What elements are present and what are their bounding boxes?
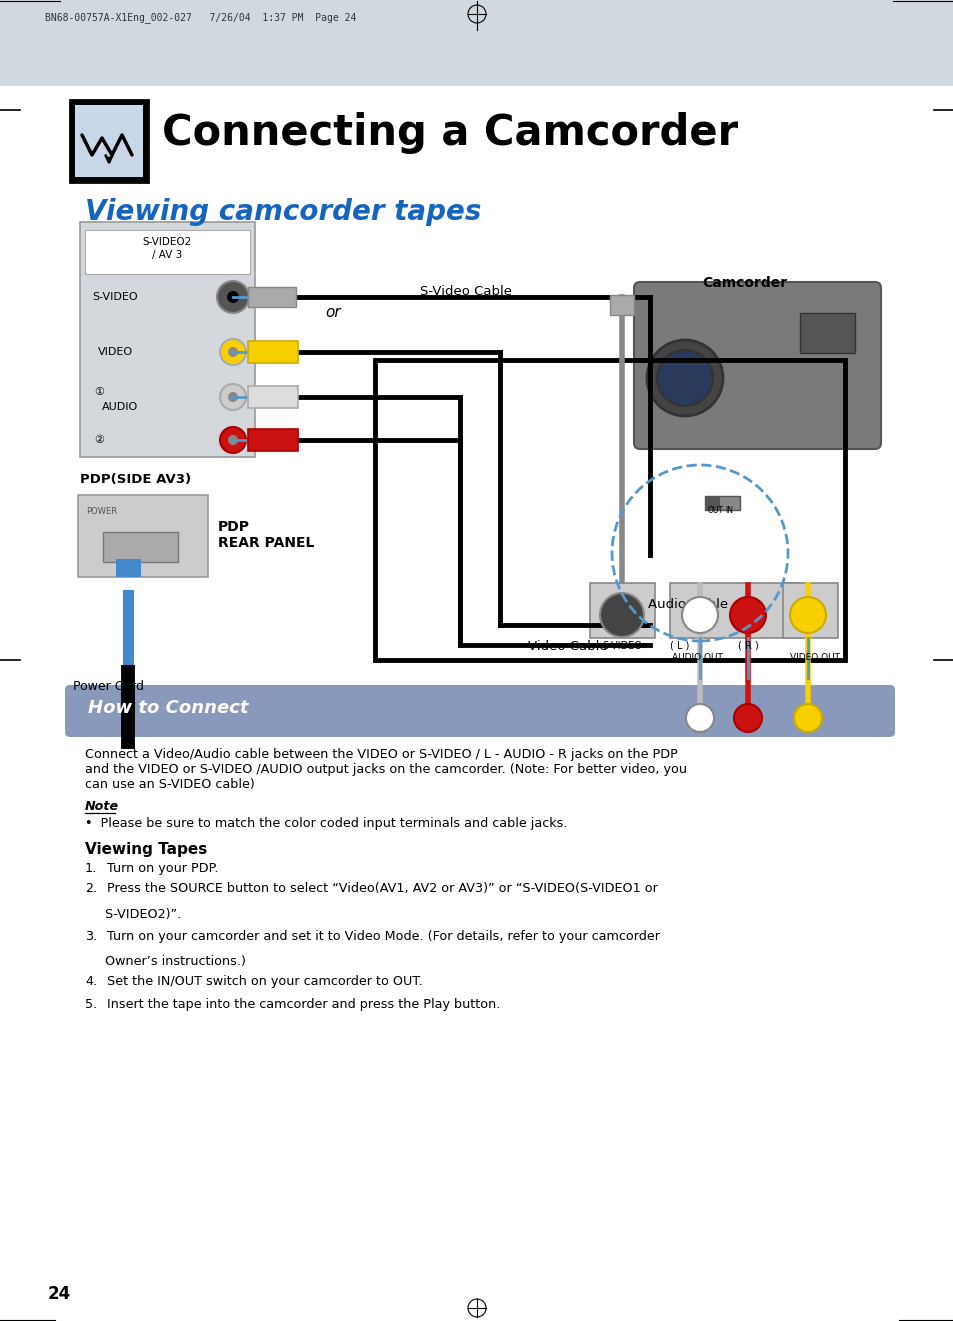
Text: Press the SOURCE button to select “Video(AV1, AV2 or AV3)” or “S-VIDEO(S-VIDEO1 : Press the SOURCE button to select “Video… xyxy=(107,882,658,896)
Text: Set the IN/OUT switch on your camcorder to OUT.: Set the IN/OUT switch on your camcorder … xyxy=(107,975,422,988)
Bar xyxy=(103,532,178,561)
Bar xyxy=(78,495,208,577)
Bar xyxy=(800,313,854,353)
Text: and the VIDEO or S-VIDEO /AUDIO output jacks on the camcorder. (Note: For better: and the VIDEO or S-VIDEO /AUDIO output j… xyxy=(85,764,686,775)
Text: AUDIO: AUDIO xyxy=(102,402,138,412)
Text: OUT: OUT xyxy=(707,506,723,515)
FancyBboxPatch shape xyxy=(65,686,894,737)
Text: S-VIDEO: S-VIDEO xyxy=(601,641,641,651)
Text: Note: Note xyxy=(85,801,119,812)
Text: Turn on your camcorder and set it to Video Mode. (For details, refer to your cam: Turn on your camcorder and set it to Vid… xyxy=(107,930,659,943)
Text: AUDIO OUT: AUDIO OUT xyxy=(671,653,722,662)
Bar xyxy=(704,495,720,510)
Text: •  Please be sure to match the color coded input terminals and cable jacks.: • Please be sure to match the color code… xyxy=(85,816,567,830)
Text: 3.: 3. xyxy=(85,930,97,943)
Text: Insert the tape into the camcorder and press the Play button.: Insert the tape into the camcorder and p… xyxy=(107,997,500,1011)
Text: S-VIDEO2: S-VIDEO2 xyxy=(143,236,192,247)
Text: or: or xyxy=(325,305,340,320)
Bar xyxy=(80,222,254,457)
Circle shape xyxy=(228,435,237,445)
Bar xyxy=(70,100,148,182)
Text: Video Cable: Video Cable xyxy=(527,639,607,653)
Circle shape xyxy=(789,597,825,633)
Text: POWER: POWER xyxy=(86,507,117,517)
Text: PDP
REAR PANEL: PDP REAR PANEL xyxy=(218,520,314,551)
Text: / AV 3: / AV 3 xyxy=(152,250,182,260)
Text: Owner’s instructions.): Owner’s instructions.) xyxy=(85,955,246,968)
Text: ( L ): ( L ) xyxy=(669,641,689,651)
Text: BN68-00757A-X1Eng_002-027   7/26/04  1:37 PM  Page 24: BN68-00757A-X1Eng_002-027 7/26/04 1:37 P… xyxy=(45,12,356,22)
Bar xyxy=(116,559,141,577)
Bar xyxy=(669,583,800,638)
Bar xyxy=(75,104,143,177)
Circle shape xyxy=(733,704,761,732)
Text: Viewing Tapes: Viewing Tapes xyxy=(85,841,207,857)
Text: 5.: 5. xyxy=(85,997,97,1011)
Bar xyxy=(375,361,844,660)
Circle shape xyxy=(220,384,246,410)
Text: Audio Cable: Audio Cable xyxy=(647,598,727,612)
Bar xyxy=(248,287,295,306)
Circle shape xyxy=(220,427,246,453)
Circle shape xyxy=(685,704,713,732)
Text: IN: IN xyxy=(724,506,732,515)
FancyBboxPatch shape xyxy=(634,281,880,449)
Text: S-VIDEO: S-VIDEO xyxy=(91,292,137,303)
Bar xyxy=(782,583,837,638)
Circle shape xyxy=(681,597,718,633)
Text: How to Connect: How to Connect xyxy=(88,699,248,717)
Text: S-VIDEO2)”.: S-VIDEO2)”. xyxy=(85,908,181,921)
Text: VIDEO OUT: VIDEO OUT xyxy=(789,653,840,662)
Text: Turn on your PDP.: Turn on your PDP. xyxy=(107,863,218,875)
Text: can use an S-VIDEO cable): can use an S-VIDEO cable) xyxy=(85,778,254,791)
Bar xyxy=(704,495,740,510)
Circle shape xyxy=(657,350,712,406)
Bar xyxy=(609,295,634,314)
Text: Power Cord: Power Cord xyxy=(73,680,144,694)
Bar xyxy=(248,429,297,450)
Text: Connect a Video/Audio cable between the VIDEO or S-VIDEO / L - AUDIO - R jacks o: Connect a Video/Audio cable between the … xyxy=(85,748,678,761)
Circle shape xyxy=(793,704,821,732)
Circle shape xyxy=(220,339,246,365)
Text: ( R ): ( R ) xyxy=(738,641,758,651)
Circle shape xyxy=(227,291,239,303)
Bar xyxy=(248,386,297,408)
Text: 4.: 4. xyxy=(85,975,97,988)
Text: Camcorder: Camcorder xyxy=(701,276,787,291)
Text: Connecting a Camcorder: Connecting a Camcorder xyxy=(162,112,738,155)
Text: Viewing camcorder tapes: Viewing camcorder tapes xyxy=(85,198,481,226)
Text: VIDEO: VIDEO xyxy=(98,347,133,357)
Circle shape xyxy=(646,339,722,416)
Circle shape xyxy=(599,593,643,637)
Text: ②: ② xyxy=(94,435,104,445)
Text: 2.: 2. xyxy=(85,882,97,896)
Bar xyxy=(0,0,953,86)
Circle shape xyxy=(729,597,765,633)
Text: S-Video Cable: S-Video Cable xyxy=(419,285,512,299)
Bar xyxy=(85,230,250,273)
Text: PDP(SIDE AV3): PDP(SIDE AV3) xyxy=(80,473,191,486)
Circle shape xyxy=(228,347,237,357)
Circle shape xyxy=(228,392,237,402)
Text: ①: ① xyxy=(94,387,104,398)
Text: 1.: 1. xyxy=(85,863,97,875)
Circle shape xyxy=(216,281,249,313)
Text: 24: 24 xyxy=(48,1285,71,1303)
Bar xyxy=(248,341,297,363)
Bar xyxy=(589,583,655,638)
